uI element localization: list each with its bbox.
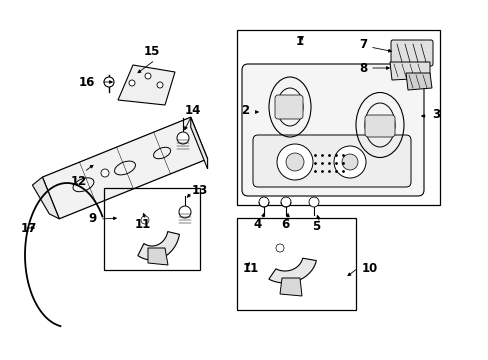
- Polygon shape: [42, 117, 207, 219]
- Text: 2: 2: [241, 104, 248, 117]
- Polygon shape: [280, 278, 302, 296]
- Polygon shape: [405, 73, 431, 90]
- Text: 6: 6: [280, 218, 288, 231]
- FancyBboxPatch shape: [242, 64, 423, 196]
- Circle shape: [285, 153, 304, 171]
- Text: 17: 17: [21, 221, 37, 234]
- Circle shape: [281, 197, 290, 207]
- Circle shape: [157, 82, 163, 88]
- Bar: [104, 188, 200, 270]
- Circle shape: [145, 73, 151, 79]
- Text: 4: 4: [253, 218, 262, 231]
- Text: 10: 10: [361, 261, 378, 274]
- Circle shape: [101, 169, 109, 177]
- Text: 16: 16: [79, 76, 95, 89]
- Circle shape: [341, 154, 357, 170]
- Text: 1: 1: [295, 35, 304, 48]
- Circle shape: [308, 197, 318, 207]
- Circle shape: [129, 80, 135, 86]
- Text: 7: 7: [358, 39, 366, 51]
- FancyBboxPatch shape: [364, 115, 394, 137]
- Text: 5: 5: [311, 220, 320, 233]
- FancyBboxPatch shape: [390, 40, 432, 66]
- Circle shape: [177, 132, 189, 144]
- Text: 8: 8: [358, 62, 366, 75]
- Circle shape: [276, 144, 312, 180]
- Polygon shape: [138, 231, 179, 260]
- Polygon shape: [148, 248, 168, 265]
- Circle shape: [179, 206, 191, 218]
- Text: 11: 11: [135, 218, 151, 231]
- Polygon shape: [389, 62, 429, 80]
- Circle shape: [104, 77, 114, 87]
- Text: 13: 13: [192, 184, 208, 197]
- Bar: [237, 218, 355, 310]
- Bar: [237, 30, 439, 205]
- Text: 12: 12: [71, 175, 87, 188]
- Text: 15: 15: [143, 45, 160, 58]
- Circle shape: [141, 216, 149, 224]
- Text: 11: 11: [243, 261, 259, 274]
- FancyBboxPatch shape: [252, 135, 410, 187]
- Polygon shape: [32, 177, 59, 219]
- Polygon shape: [268, 258, 316, 283]
- FancyBboxPatch shape: [274, 95, 303, 119]
- Polygon shape: [118, 65, 175, 105]
- Polygon shape: [190, 117, 207, 169]
- Text: 3: 3: [431, 108, 439, 122]
- Text: 9: 9: [88, 211, 97, 225]
- Circle shape: [333, 146, 365, 178]
- Circle shape: [259, 197, 268, 207]
- Text: 14: 14: [184, 104, 201, 117]
- Circle shape: [275, 244, 284, 252]
